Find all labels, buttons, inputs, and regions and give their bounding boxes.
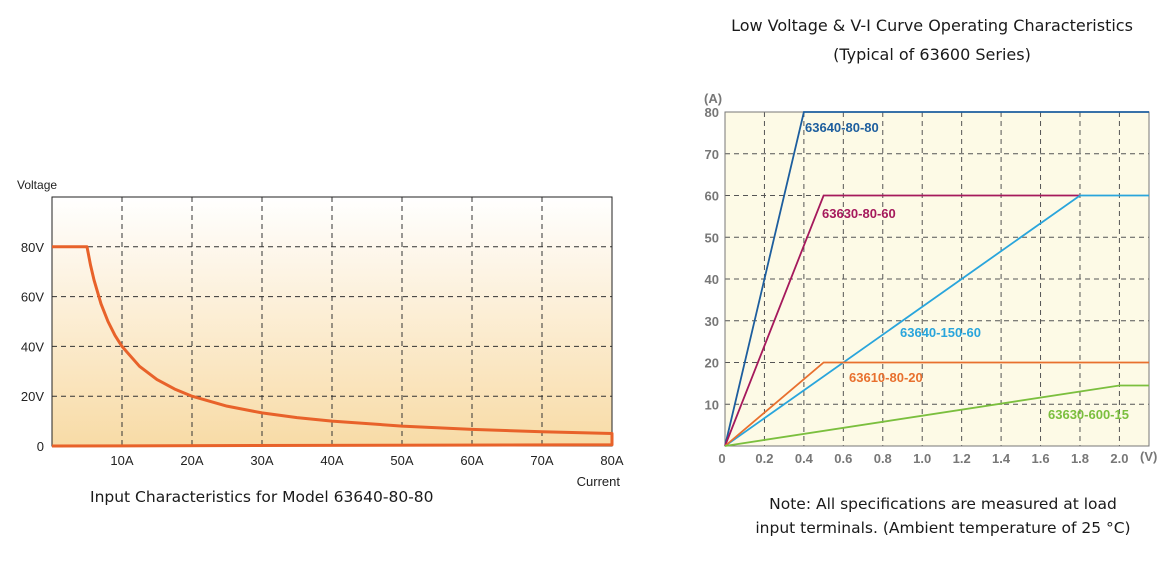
x-tick-label: 70A xyxy=(530,453,553,468)
x-tick-label: 40A xyxy=(320,453,343,468)
note-line-1: Note: All specifications are measured at… xyxy=(769,495,1117,513)
x-tick-label: 0.6 xyxy=(834,451,852,466)
x-tick-label: 1.2 xyxy=(953,451,971,466)
chart-caption: Input Characteristics for Model 63640-80… xyxy=(90,488,434,506)
y-axis-label: Voltage xyxy=(17,178,57,192)
power-curve-line xyxy=(51,245,614,448)
x-tick-label: 1.6 xyxy=(1031,451,1049,466)
series-label: 63630-80-60 xyxy=(822,206,896,221)
chart-subtitle: (Typical of 63600 Series) xyxy=(833,45,1031,64)
y-tick-label: 60V xyxy=(21,290,44,305)
x-tick-label: 0.2 xyxy=(755,451,773,466)
x-tick-label: 0 xyxy=(718,451,725,466)
y-tick-label: 20V xyxy=(21,389,44,404)
x-tick-label: 2.0 xyxy=(1110,451,1128,466)
y-tick-label: 70 xyxy=(705,147,719,162)
x-axis-label: Current xyxy=(577,474,621,489)
x-tick-label: 60A xyxy=(460,453,483,468)
y-axis-label: (A) xyxy=(704,91,722,106)
x-tick-label: 1.8 xyxy=(1071,451,1089,466)
x-tick-label: 1.4 xyxy=(992,451,1011,466)
x-tick-label: 10A xyxy=(110,453,133,468)
y-tick-label: 80V xyxy=(21,240,44,255)
x-tick-label: 0.8 xyxy=(874,451,892,466)
x-tick-label: 1.0 xyxy=(913,451,931,466)
series-line-63610-80-20 xyxy=(724,361,1149,447)
series-label: 63640-150-60 xyxy=(900,325,981,340)
x-tick-label: 20A xyxy=(180,453,203,468)
note-line-2: input terminals. (Ambient temperature of… xyxy=(755,519,1131,537)
series-label: 63610-80-20 xyxy=(849,370,923,385)
series-line-63630-600-15 xyxy=(724,384,1149,447)
series-label: 63630-600-15 xyxy=(1048,407,1129,422)
x-tick-label: 80A xyxy=(600,453,623,468)
chart-title: Low Voltage & V-I Curve Operating Charac… xyxy=(731,16,1133,35)
y-tick-label: 20 xyxy=(705,356,719,371)
series-label: 63640-80-80 xyxy=(805,120,879,135)
series-line-63630-80-60 xyxy=(724,194,1080,447)
y-tick-label: 80 xyxy=(705,105,719,120)
y-tick-label: 10 xyxy=(705,397,719,412)
x-tick-label: 30A xyxy=(250,453,273,468)
y-tick-label: 50 xyxy=(705,230,719,245)
y-tick-label: 40V xyxy=(21,339,44,354)
x-tick-label: 50A xyxy=(390,453,413,468)
input-characteristics-chart: 10A 20A 30A 40A 50A 60A 70A 80A 0 20V 40V 60V 80V Vol… xyxy=(17,178,624,489)
series-line-63640-80-80 xyxy=(724,111,1149,447)
x-axis-label: (V) xyxy=(1140,449,1157,464)
x-tick-label: 0.4 xyxy=(795,451,814,466)
y-tick-label: 0 xyxy=(37,439,44,454)
y-tick-label: 40 xyxy=(705,272,719,287)
y-tick-label: 30 xyxy=(705,314,719,329)
y-tick-label: 60 xyxy=(705,189,719,204)
vi-curve-chart: 0 0.2 0.4 0.6 0.8 1.0 1.2 1.4 1.6 1.8 2.0 10 20 30 40 5… xyxy=(704,91,1157,466)
